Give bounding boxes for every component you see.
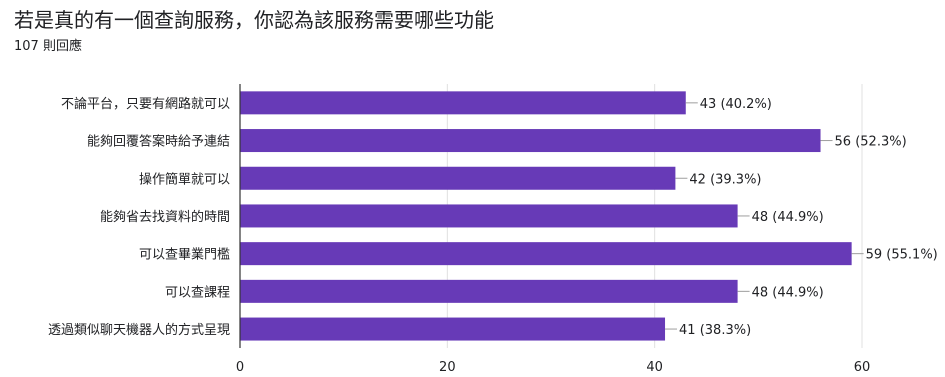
category-label: 透過類似聊天機器人的方式呈現 [48,322,230,338]
chart-title: 若是真的有一個查詢服務，你認為該服務需要哪些功能 [14,8,494,32]
category-label: 可以查畢業門檻 [139,247,230,263]
category-label: 不論平台，只要有網路就可以 [61,96,230,112]
response-count: 107 則回應 [14,39,82,54]
data-label: 59 (55.1%) [866,248,938,263]
bar [240,204,738,228]
category-label: 操作簡單就可以 [139,171,230,187]
category-label: 能夠回覆答案時給予連結 [87,134,230,150]
data-label: 42 (39.3%) [689,172,761,187]
data-label: 43 (40.2%) [700,97,772,112]
bar [240,166,676,190]
category-label: 能夠省去找資料的時間 [100,209,230,225]
data-label: 56 (52.3%) [835,135,907,150]
x-tick-label: 20 [439,360,456,375]
bar [240,279,738,303]
data-label: 48 (44.9%) [752,285,824,300]
x-tick-label: 40 [646,360,663,375]
bar [240,91,686,115]
bar [240,317,666,341]
x-tick-label: 0 [236,360,244,375]
data-label: 41 (38.3%) [679,323,751,338]
data-label: 48 (44.9%) [752,210,824,225]
category-label: 可以查課程 [165,284,230,300]
bar [240,129,821,153]
bar [240,242,852,266]
x-tick-label: 60 [854,360,871,375]
